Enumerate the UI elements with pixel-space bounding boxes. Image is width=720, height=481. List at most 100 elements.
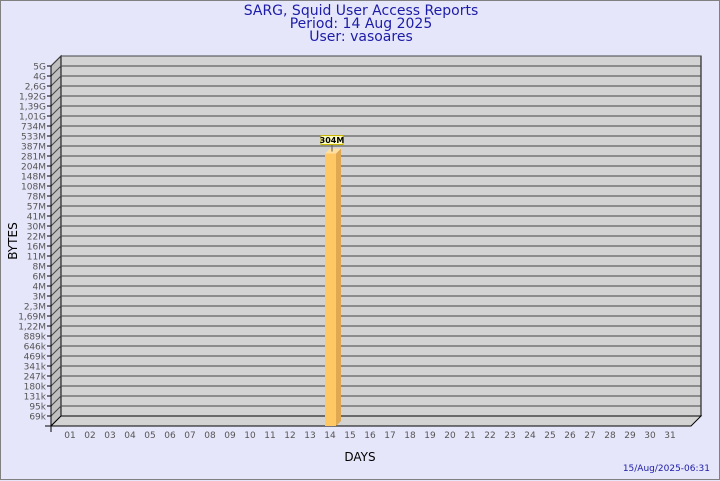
y-tick-label: 8M (33, 263, 47, 273)
gridline-side (50, 305, 62, 317)
y-tick-label: 11M (27, 253, 46, 263)
x-tick-label: 28 (604, 431, 616, 441)
gridline-side (50, 175, 62, 187)
x-tick-label: 14 (324, 431, 336, 441)
gridline-side (50, 55, 62, 67)
x-tick-label: 03 (104, 431, 115, 441)
y-tick-label: 180k (24, 383, 47, 393)
footer-timestamp: 15/Aug/2025-06:31 (623, 464, 710, 474)
y-tick-label: 1,01G (19, 113, 46, 123)
y-tick-label: 16M (27, 243, 46, 253)
data-label-box (320, 135, 344, 146)
gridline-side (50, 215, 62, 227)
gridline-side (50, 315, 62, 327)
y-tick-label: 2,3M (24, 303, 46, 313)
y-tick-label: 69k (29, 413, 46, 423)
y-tick-label: 41M (27, 213, 46, 223)
x-tick-label: 30 (644, 431, 656, 441)
y-tick-label: 889k (24, 333, 47, 343)
x-tick-label: 24 (524, 431, 536, 441)
x-tick-label: 18 (404, 431, 416, 441)
x-tick-label: 10 (244, 431, 256, 441)
gridline-side (50, 345, 62, 357)
x-tick-label: 27 (584, 431, 595, 441)
y-tick-label: 22M (27, 233, 46, 243)
x-tick-label: 02 (84, 431, 95, 441)
y-tick-label: 1,39G (19, 103, 46, 113)
x-tick-label: 22 (484, 431, 495, 441)
x-tick-label: 08 (204, 431, 216, 441)
y-tick-label: 204M (21, 163, 46, 173)
y-tick-label: 108M (21, 183, 46, 193)
y-tick-label: 2,6G (25, 83, 46, 93)
gridline-side (50, 135, 62, 147)
gridline-side (50, 295, 62, 307)
y-tick-label: 469k (24, 353, 47, 363)
x-tick-label: 26 (564, 431, 576, 441)
y-tick-label: 78M (27, 193, 46, 203)
y-tick-label: 387M (21, 143, 46, 153)
y-tick-label: 1,69M (18, 313, 46, 323)
x-axis-title: DAYS (344, 450, 375, 464)
x-tick-label: 01 (64, 431, 75, 441)
data-label: 304M (320, 136, 345, 145)
gridline-side (50, 405, 62, 417)
gridline-side (50, 115, 62, 127)
y-tick-label: 247k (24, 373, 47, 383)
y-tick-label: 341k (24, 363, 47, 373)
x-tick-label: 07 (184, 431, 195, 441)
x-tick-label: 15 (344, 431, 355, 441)
gridline-side (50, 75, 62, 87)
x-tick-label: 29 (624, 431, 636, 441)
y-tick-label: 646k (24, 343, 47, 353)
floor (49, 415, 703, 427)
y-tick-label: 57M (27, 203, 46, 213)
x-tick-label: 17 (384, 431, 395, 441)
bar-side (336, 148, 341, 427)
gridline-side (50, 225, 62, 237)
gridline-side (50, 145, 62, 157)
gridline-side (50, 335, 62, 347)
gridline-side (50, 325, 62, 337)
gridline-side (50, 125, 62, 137)
gridline-side (50, 185, 62, 197)
gridline-side (50, 285, 62, 297)
y-tick-label: 734M (21, 123, 46, 133)
y-tick-label: 6M (33, 273, 47, 283)
gridline-side (50, 365, 62, 377)
bar (325, 153, 336, 427)
x-tick-label: 11 (264, 431, 275, 441)
gridline-side (50, 65, 62, 77)
x-tick-label: 09 (224, 431, 236, 441)
y-tick-label: 281M (21, 153, 46, 163)
gridline-side (50, 155, 62, 167)
x-tick-label: 06 (164, 431, 176, 441)
y-tick-label: 533M (21, 133, 46, 143)
x-tick-label: 25 (544, 431, 555, 441)
x-tick-label: 13 (304, 431, 315, 441)
y-tick-label: 4M (33, 283, 47, 293)
y-tick-label: 30M (27, 223, 46, 233)
gridline-side (50, 245, 62, 257)
y-tick-label: 148M (21, 173, 46, 183)
gridline-side (50, 255, 62, 267)
gridline-side (50, 385, 62, 397)
gridline-side (50, 265, 62, 277)
x-tick-label: 31 (664, 431, 675, 441)
gridline-side (50, 95, 62, 107)
x-tick-label: 12 (284, 431, 295, 441)
y-tick-label: 5G (33, 63, 46, 73)
x-tick-label: 21 (464, 431, 475, 441)
y-tick-label: 3M (33, 293, 47, 303)
x-tick-label: 19 (424, 431, 436, 441)
gridline-side (50, 165, 62, 177)
y-tick-label: 1,92G (19, 93, 46, 103)
y-tick-label: 1,22M (18, 323, 46, 333)
bar-top (325, 148, 341, 154)
gridline-side (50, 355, 62, 367)
chart-period: Period: 14 Aug 2025 (289, 16, 433, 32)
y-tick-label: 131k (24, 393, 47, 403)
y-axis-title: BYTES (6, 222, 20, 259)
